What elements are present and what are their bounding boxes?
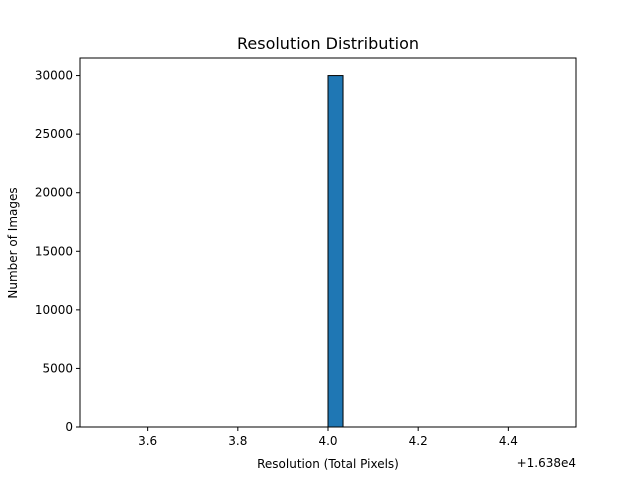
y-tick-label: 30000 xyxy=(35,69,73,83)
y-axis-label: Number of Images xyxy=(6,187,20,298)
x-tick-label: 3.6 xyxy=(138,434,157,448)
x-tick-label: 4.2 xyxy=(409,434,428,448)
x-tick-label: 3.8 xyxy=(228,434,247,448)
x-axis-label: Resolution (Total Pixels) xyxy=(257,457,399,471)
y-tick-label: 5000 xyxy=(42,361,73,375)
x-tick-label: 4.0 xyxy=(318,434,337,448)
y-tick-label: 20000 xyxy=(35,186,73,200)
plot-area: 3.6 3.8 4.0 4.2 4.4 0 5000 10000 15000 20000 25000… xyxy=(35,57,577,448)
x-axis-offset-label: +1.638e4 xyxy=(517,456,576,470)
y-tick-label: 15000 xyxy=(35,244,73,258)
y-tick-label: 10000 xyxy=(35,303,73,317)
chart-title: Resolution Distribution xyxy=(237,34,419,53)
y-tick-label: 25000 xyxy=(35,127,73,141)
y-tick-label: 0 xyxy=(65,420,73,434)
histogram-bar xyxy=(327,75,344,428)
x-tick-label: 4.4 xyxy=(499,434,518,448)
